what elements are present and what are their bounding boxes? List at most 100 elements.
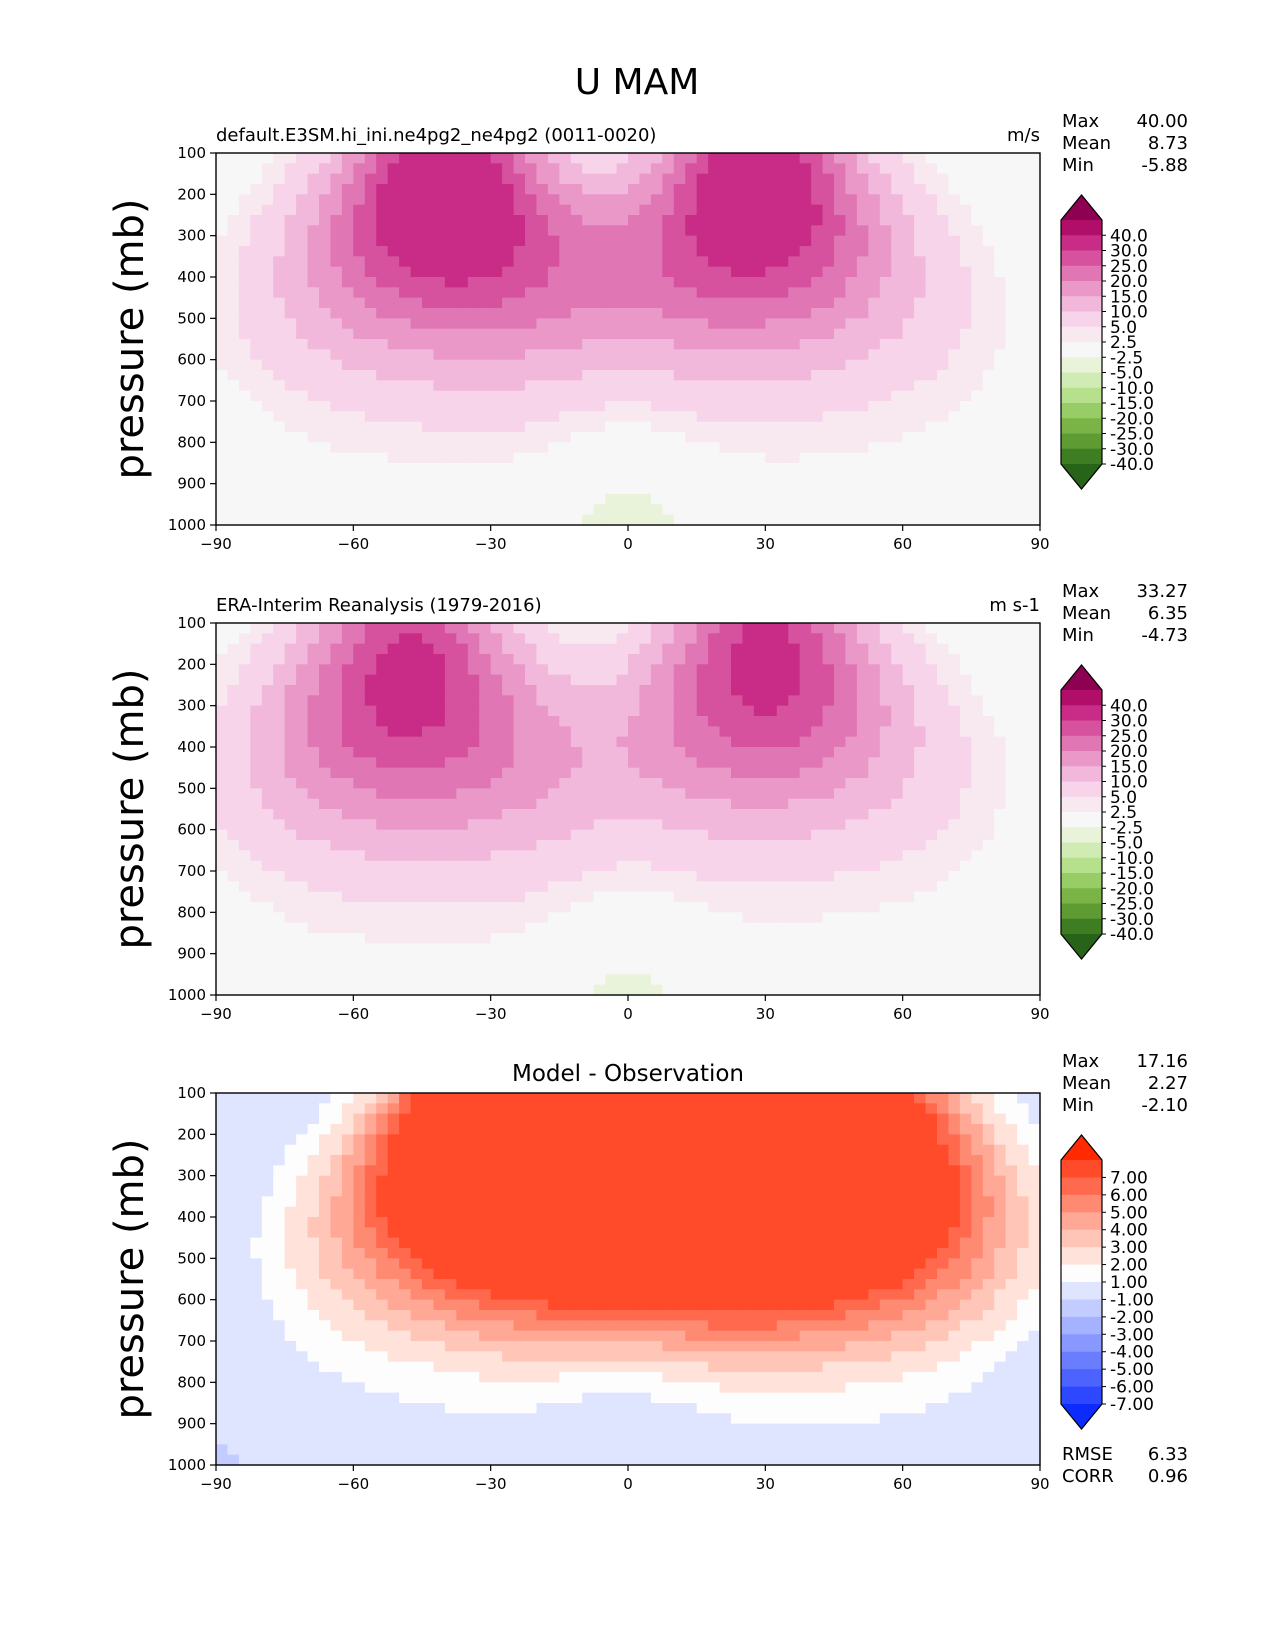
contour-cell: [490, 173, 503, 185]
contour-cell: [570, 452, 583, 464]
contour-cell: [319, 194, 332, 206]
contour-cell: [937, 432, 950, 443]
contour-cell: [742, 380, 755, 392]
contour-cell: [971, 163, 984, 175]
contour-cell: [742, 819, 755, 831]
contour-cell: [994, 318, 1007, 330]
contour-cell: [719, 452, 732, 464]
contour-cell: [525, 623, 538, 634]
contour-cell: [902, 452, 915, 464]
contour-cell: [925, 339, 938, 350]
contour-cell: [376, 757, 389, 769]
contour-cell: [422, 287, 435, 299]
contour-cell: [971, 328, 984, 340]
contour-cell: [982, 318, 995, 330]
contour-cell: [753, 225, 766, 237]
contour-cell: [639, 798, 652, 810]
contour-cell: [296, 473, 309, 485]
contour-cell: [662, 860, 675, 872]
contour-cell: [959, 390, 972, 402]
contour-cell: [593, 933, 606, 944]
contour-cell: [696, 235, 709, 247]
contour-cell: [410, 747, 423, 758]
contour-cell: [891, 401, 904, 412]
contour-cell: [1005, 643, 1018, 655]
contour-cell: [765, 757, 778, 769]
contour-cell: [1028, 788, 1041, 800]
contour-cell: [811, 494, 824, 505]
contour-cell: [1017, 194, 1030, 206]
contour-cell: [273, 778, 286, 789]
contour-cell: [536, 473, 549, 485]
contour-cell: [902, 339, 915, 350]
contour-cell: [490, 235, 503, 247]
contour-cell: [914, 943, 927, 955]
contour-cell: [525, 287, 538, 299]
contour-cell: [422, 504, 435, 516]
contour-cell: [902, 860, 915, 872]
contour-cell: [971, 902, 984, 913]
contour-cell: [811, 370, 824, 381]
contour-cell: [731, 297, 744, 309]
contour-cell: [959, 266, 972, 278]
contour-cell: [284, 452, 297, 464]
contour-cell: [628, 850, 641, 862]
contour-cell: [307, 788, 320, 800]
contour-cell: [273, 767, 286, 779]
contour-cell: [868, 788, 881, 800]
contour-cell: [971, 757, 984, 769]
contour-cell: [593, 277, 606, 288]
contour-cell: [273, 943, 286, 955]
contour-cell: [422, 695, 435, 707]
contour-cell: [788, 215, 801, 226]
contour-cell: [364, 421, 377, 433]
contour-cell: [433, 860, 446, 872]
contour-cell: [444, 163, 457, 175]
contour-cell: [399, 184, 412, 195]
contour-cell: [364, 767, 377, 779]
contour-cell: [1005, 421, 1018, 433]
contour-cell: [639, 767, 652, 779]
contour-cell: [731, 819, 744, 831]
contour-cell: [662, 747, 675, 758]
contour-cell: [650, 359, 663, 371]
contour-cell: [238, 623, 251, 634]
contour-cell: [547, 922, 560, 934]
contour-cell: [799, 871, 812, 882]
contour-cell: [719, 256, 732, 268]
contour-cell: [479, 850, 492, 862]
contour-cell: [582, 308, 595, 319]
contour-cell: [994, 674, 1007, 686]
contour-cell: [410, 370, 423, 381]
contour-cell: [731, 736, 744, 748]
contour-cell: [914, 767, 927, 779]
contour-cell: [994, 432, 1007, 443]
contour-cell: [1005, 452, 1018, 464]
contour-cell: [719, 442, 732, 454]
contour-cell: [387, 685, 400, 696]
contour-cell: [387, 494, 400, 505]
contour-cell: [547, 757, 560, 769]
contour-cell: [250, 442, 263, 454]
contour-cell: [525, 153, 538, 164]
contour-cell: [410, 421, 423, 433]
contour-cell: [353, 173, 366, 185]
contour-cell: [1017, 452, 1030, 464]
contour-cell: [822, 328, 835, 340]
contour-cell: [834, 943, 847, 955]
contour-cell: [731, 173, 744, 185]
contour-cell: [547, 473, 560, 485]
contour-cell: [685, 922, 698, 934]
contour-cell: [261, 463, 274, 474]
contour-cell: [319, 891, 332, 903]
contour-cell: [387, 514, 400, 526]
contour-cell: [937, 390, 950, 402]
colorbar-segment: [1061, 326, 1102, 343]
contour-cell: [422, 349, 435, 361]
contour-cell: [410, 266, 423, 278]
contour-cell: [467, 757, 480, 769]
contour-cell: [788, 736, 801, 748]
contour-cell: [1017, 308, 1030, 319]
contour-cell: [994, 767, 1007, 779]
contour-cell: [261, 266, 274, 278]
